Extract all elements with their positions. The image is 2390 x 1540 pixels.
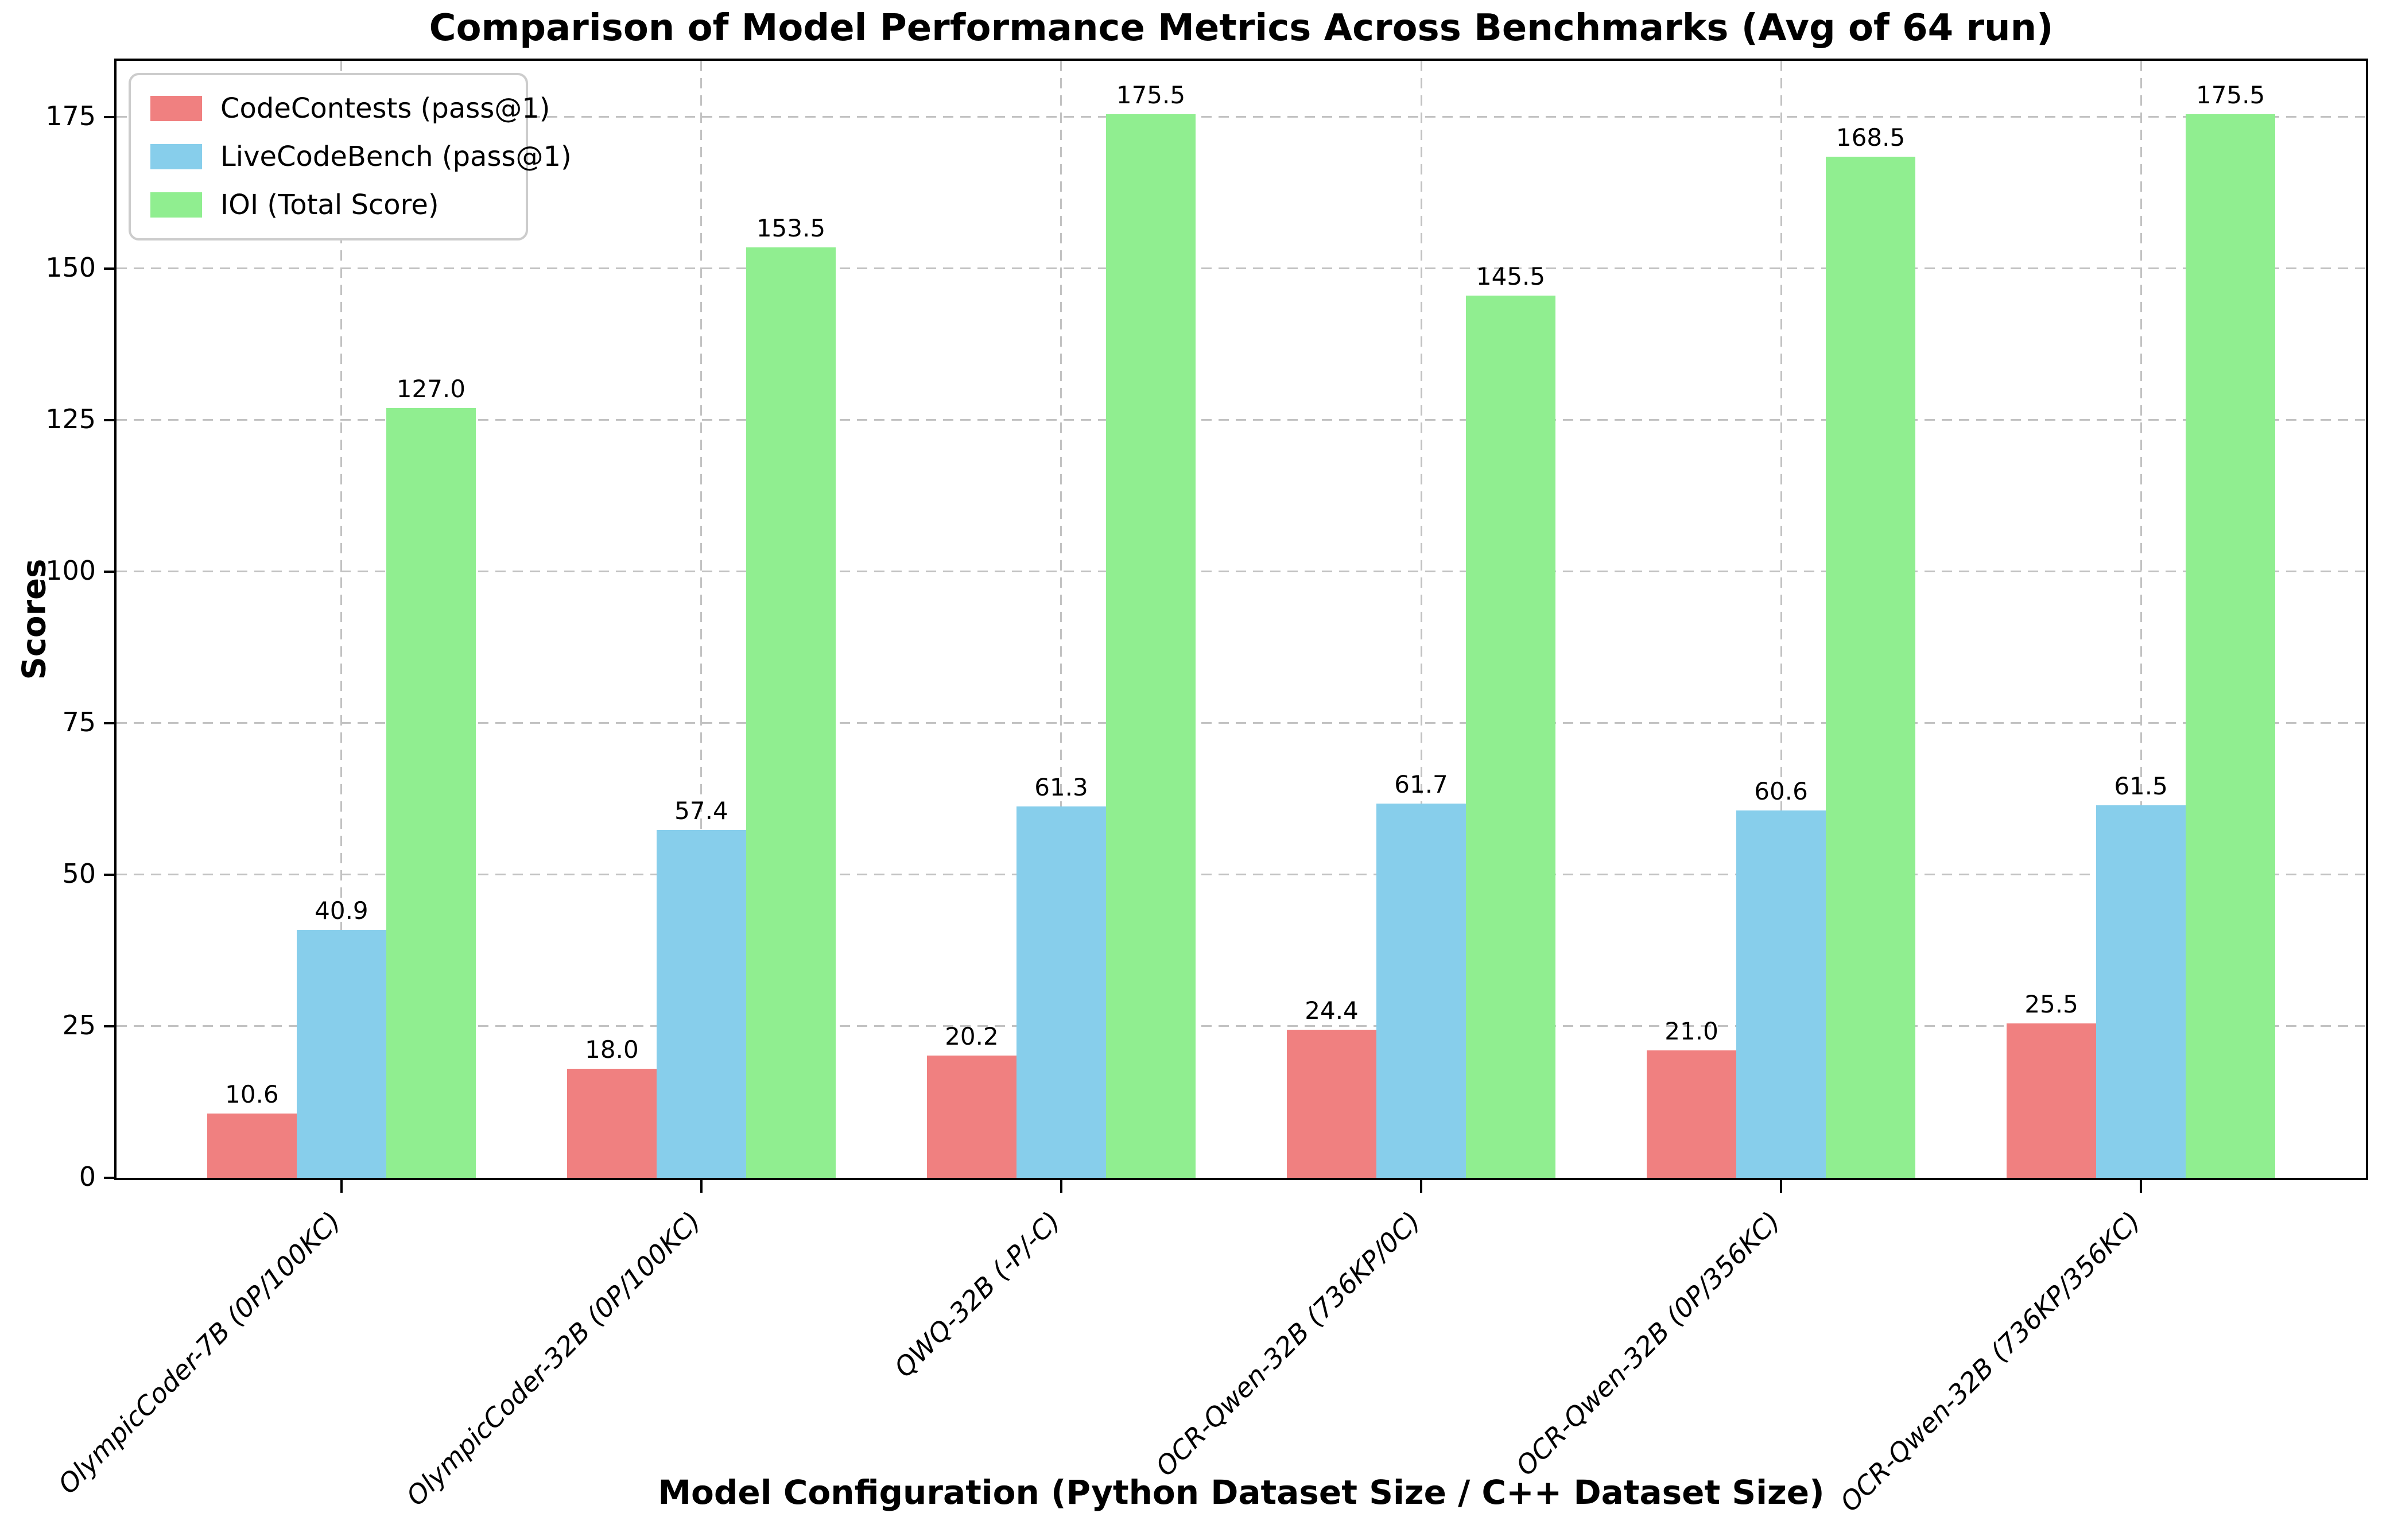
bar-value-label: 10.6 bbox=[225, 1080, 279, 1109]
y-gridline bbox=[117, 722, 2366, 724]
bar bbox=[1016, 806, 1106, 1178]
legend: CodeContests (pass@1) LiveCodeBench (pass… bbox=[129, 73, 572, 240]
x-tick-mark bbox=[2140, 1180, 2143, 1193]
legend-label: IOI (Total Score) bbox=[220, 189, 439, 221]
x-gridline bbox=[2140, 61, 2142, 1178]
x-tick-label: OlympicCoder-7B (0P/100KC) bbox=[52, 1205, 347, 1500]
bar-value-label: 24.4 bbox=[1305, 996, 1359, 1025]
y-tick-mark bbox=[104, 1025, 117, 1027]
x-tick-label: OCR-Qwen-32B (736KP/356KC) bbox=[1834, 1205, 2147, 1518]
x-axis-label: Model Configuration (Python Dataset Size… bbox=[658, 1473, 1825, 1512]
bar-value-label: 61.7 bbox=[1394, 770, 1448, 799]
x-tick-mark bbox=[1420, 1180, 1423, 1193]
bar bbox=[1287, 1030, 1377, 1178]
y-tick-label: 0 bbox=[79, 1161, 96, 1192]
bar-value-label: 60.6 bbox=[1754, 777, 1808, 806]
y-tick-mark bbox=[104, 1177, 117, 1179]
y-tick-label: 25 bbox=[62, 1009, 96, 1041]
legend-item: LiveCodeBench (pass@1) bbox=[150, 141, 572, 173]
bar-value-label: 57.4 bbox=[674, 796, 728, 825]
chart-title: Comparison of Model Performance Metrics … bbox=[429, 7, 2054, 49]
bar bbox=[386, 408, 476, 1178]
bar bbox=[2007, 1023, 2097, 1178]
x-gridline bbox=[1060, 61, 1062, 1178]
bar bbox=[656, 829, 746, 1178]
bar-value-label: 61.3 bbox=[1034, 773, 1088, 801]
bar-value-label: 21.0 bbox=[1665, 1017, 1718, 1046]
x-tick-label: OCR-Qwen-32B (736KP/0C) bbox=[1149, 1205, 1427, 1483]
legend-swatch bbox=[150, 96, 202, 121]
y-tick-mark bbox=[104, 418, 117, 421]
y-tick-mark bbox=[104, 267, 117, 270]
legend-item: CodeContests (pass@1) bbox=[150, 92, 550, 125]
bar bbox=[207, 1114, 297, 1178]
bar bbox=[1736, 810, 1826, 1178]
y-gridline bbox=[117, 116, 2366, 118]
x-tick-label: OlympicCoder-32B (0P/100KC) bbox=[400, 1205, 707, 1512]
x-gridline bbox=[1420, 61, 1422, 1178]
bar-value-label: 20.2 bbox=[945, 1022, 999, 1050]
bar-value-label: 18.0 bbox=[585, 1035, 639, 1064]
x-tick-mark bbox=[1780, 1180, 1783, 1193]
bar bbox=[567, 1068, 657, 1178]
y-gridline bbox=[117, 267, 2366, 270]
x-gridline bbox=[1780, 61, 1782, 1178]
bar bbox=[746, 247, 836, 1178]
x-gridline bbox=[340, 61, 343, 1178]
y-tick-label: 150 bbox=[45, 251, 96, 283]
y-tick-mark bbox=[104, 873, 117, 876]
y-tick-label: 50 bbox=[62, 858, 96, 889]
bar-value-label: 153.5 bbox=[756, 214, 826, 242]
bar bbox=[296, 930, 386, 1178]
bar-value-label: 40.9 bbox=[315, 897, 368, 925]
bar bbox=[2186, 114, 2276, 1178]
bar-value-label: 175.5 bbox=[1116, 80, 1186, 109]
bar-value-label: 61.5 bbox=[2114, 771, 2168, 800]
bar bbox=[926, 1055, 1016, 1178]
bar bbox=[1647, 1050, 1737, 1178]
legend-swatch bbox=[150, 192, 202, 218]
bar-value-label: 25.5 bbox=[2024, 990, 2078, 1018]
y-gridline bbox=[117, 874, 2366, 876]
bar bbox=[1376, 804, 1466, 1178]
y-tick-mark bbox=[104, 115, 117, 118]
legend-item: IOI (Total Score) bbox=[150, 189, 506, 221]
bar bbox=[1105, 114, 1196, 1178]
bar bbox=[1466, 296, 1556, 1178]
bar-value-label: 145.5 bbox=[1476, 262, 1546, 291]
y-gridline bbox=[117, 571, 2366, 573]
y-tick-mark bbox=[104, 721, 117, 724]
bar-value-label: 127.0 bbox=[396, 374, 466, 403]
x-tick-label: QWQ-32B (-P/-C) bbox=[888, 1205, 1067, 1383]
bar-value-label: 175.5 bbox=[2195, 80, 2265, 109]
y-gridline bbox=[117, 1025, 2366, 1027]
x-gridline bbox=[700, 61, 703, 1178]
x-tick-label: OCR-Qwen-32B (0P/356KC) bbox=[1510, 1205, 1787, 1482]
legend-label: LiveCodeBench (pass@1) bbox=[220, 141, 572, 173]
bar bbox=[2096, 805, 2186, 1178]
y-tick-label: 125 bbox=[45, 403, 96, 435]
bar-value-label: 168.5 bbox=[1836, 123, 1906, 152]
legend-swatch bbox=[150, 144, 202, 169]
x-tick-mark bbox=[340, 1180, 343, 1193]
x-tick-mark bbox=[1060, 1180, 1062, 1193]
y-gridline bbox=[117, 419, 2366, 421]
legend-label: CodeContests (pass@1) bbox=[220, 92, 550, 125]
y-tick-mark bbox=[104, 570, 117, 573]
y-tick-label: 100 bbox=[45, 554, 96, 586]
bar bbox=[1826, 156, 1916, 1178]
y-tick-label: 175 bbox=[45, 100, 96, 131]
x-tick-mark bbox=[700, 1180, 703, 1193]
y-tick-label: 75 bbox=[62, 706, 96, 738]
